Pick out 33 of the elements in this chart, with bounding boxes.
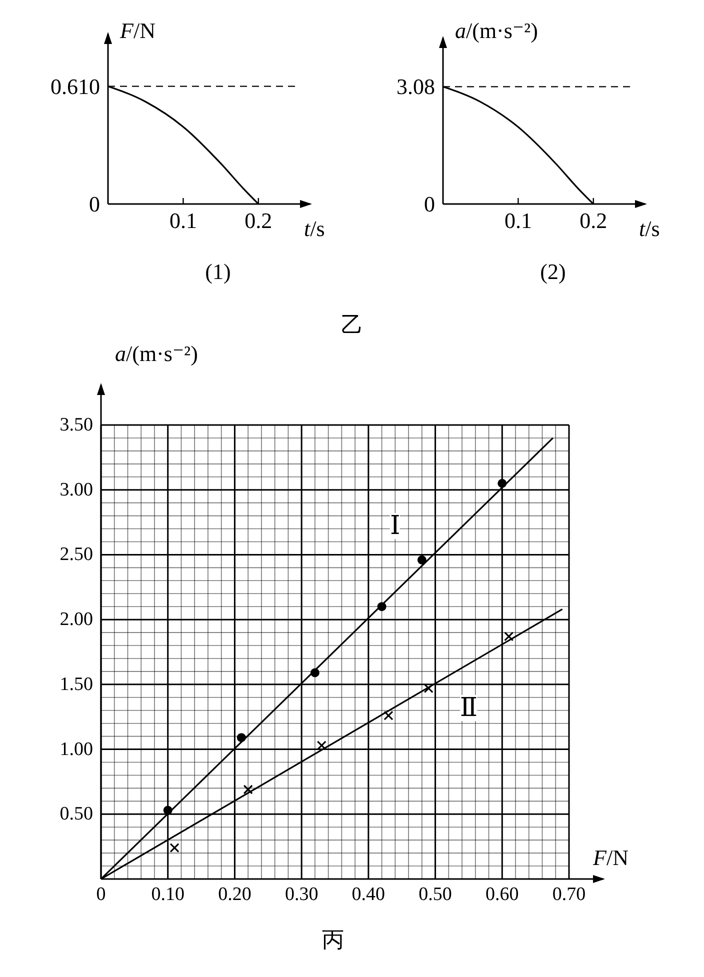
y-tick-label: 3.08 [396,74,435,100]
y-tick-label: 1.50 [60,674,93,695]
text: 丙 [322,926,344,954]
annotation: Ⅰ [390,511,400,540]
text: 乙 [341,311,363,339]
x-tick-label: 0.60 [486,884,519,905]
y-axis-title: F/N [120,18,156,44]
x-tick-label: 0.2 [580,208,608,233]
y-tick-label: 0.610 [50,74,100,99]
x-tick-label: 0.40 [352,884,386,905]
y-tick-label: 3.00 [60,479,93,500]
text: (1) [205,259,231,285]
x-tick-label: 0.2 [244,208,272,233]
y-tick-label: 3.50 [60,414,93,436]
x-tick-label: 0.50 [418,884,452,905]
x-tick-label: 0.70 [552,884,586,905]
y-tick-label: 2.50 [60,544,93,566]
y-axis-title: a/(m·s⁻²) [115,341,198,367]
x-tick-label: 0.20 [218,884,252,905]
x-axis-title: t/s [304,216,325,242]
y-tick-label: 1.00 [60,738,93,760]
text: (2) [540,259,566,285]
x-tick-label: 0.1 [169,208,197,233]
x-tick-label: 0.1 [504,208,532,233]
y-tick-label: 2.00 [60,609,93,630]
y-tick-label: 0 [89,192,100,216]
x-tick-label: 0.10 [151,884,184,905]
x-tick-label: 0.30 [284,884,318,905]
x-axis-title: t/s [639,216,660,242]
annotation: Ⅱ [460,692,478,722]
x-axis-title: F/N [593,845,628,871]
y-tick-label: 0.50 [60,804,93,825]
y-axis-title: a/(m·s⁻²) [455,18,538,44]
